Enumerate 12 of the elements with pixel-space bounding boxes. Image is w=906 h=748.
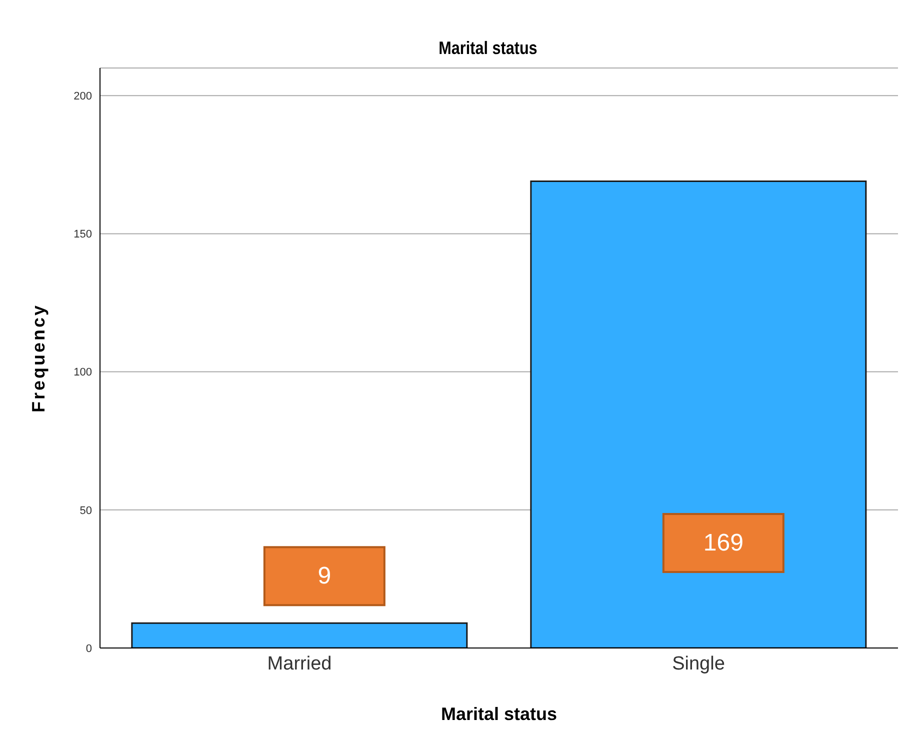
y-tick-label: 150 xyxy=(74,228,92,241)
chart-title: Marital status xyxy=(438,38,538,59)
x-tick-label: Married xyxy=(267,653,332,674)
data-label: 9 xyxy=(318,562,332,590)
y-axis-title: Frequency xyxy=(28,303,48,413)
x-axis-title: Marital status xyxy=(440,704,558,724)
data-label: 169 xyxy=(703,530,744,556)
y-tick-label: 50 xyxy=(80,504,92,517)
x-tick-label: Single xyxy=(672,653,725,674)
y-tick-label: 0 xyxy=(86,642,92,655)
y-tick-label: 200 xyxy=(74,90,92,103)
y-tick-label: 100 xyxy=(74,366,92,379)
